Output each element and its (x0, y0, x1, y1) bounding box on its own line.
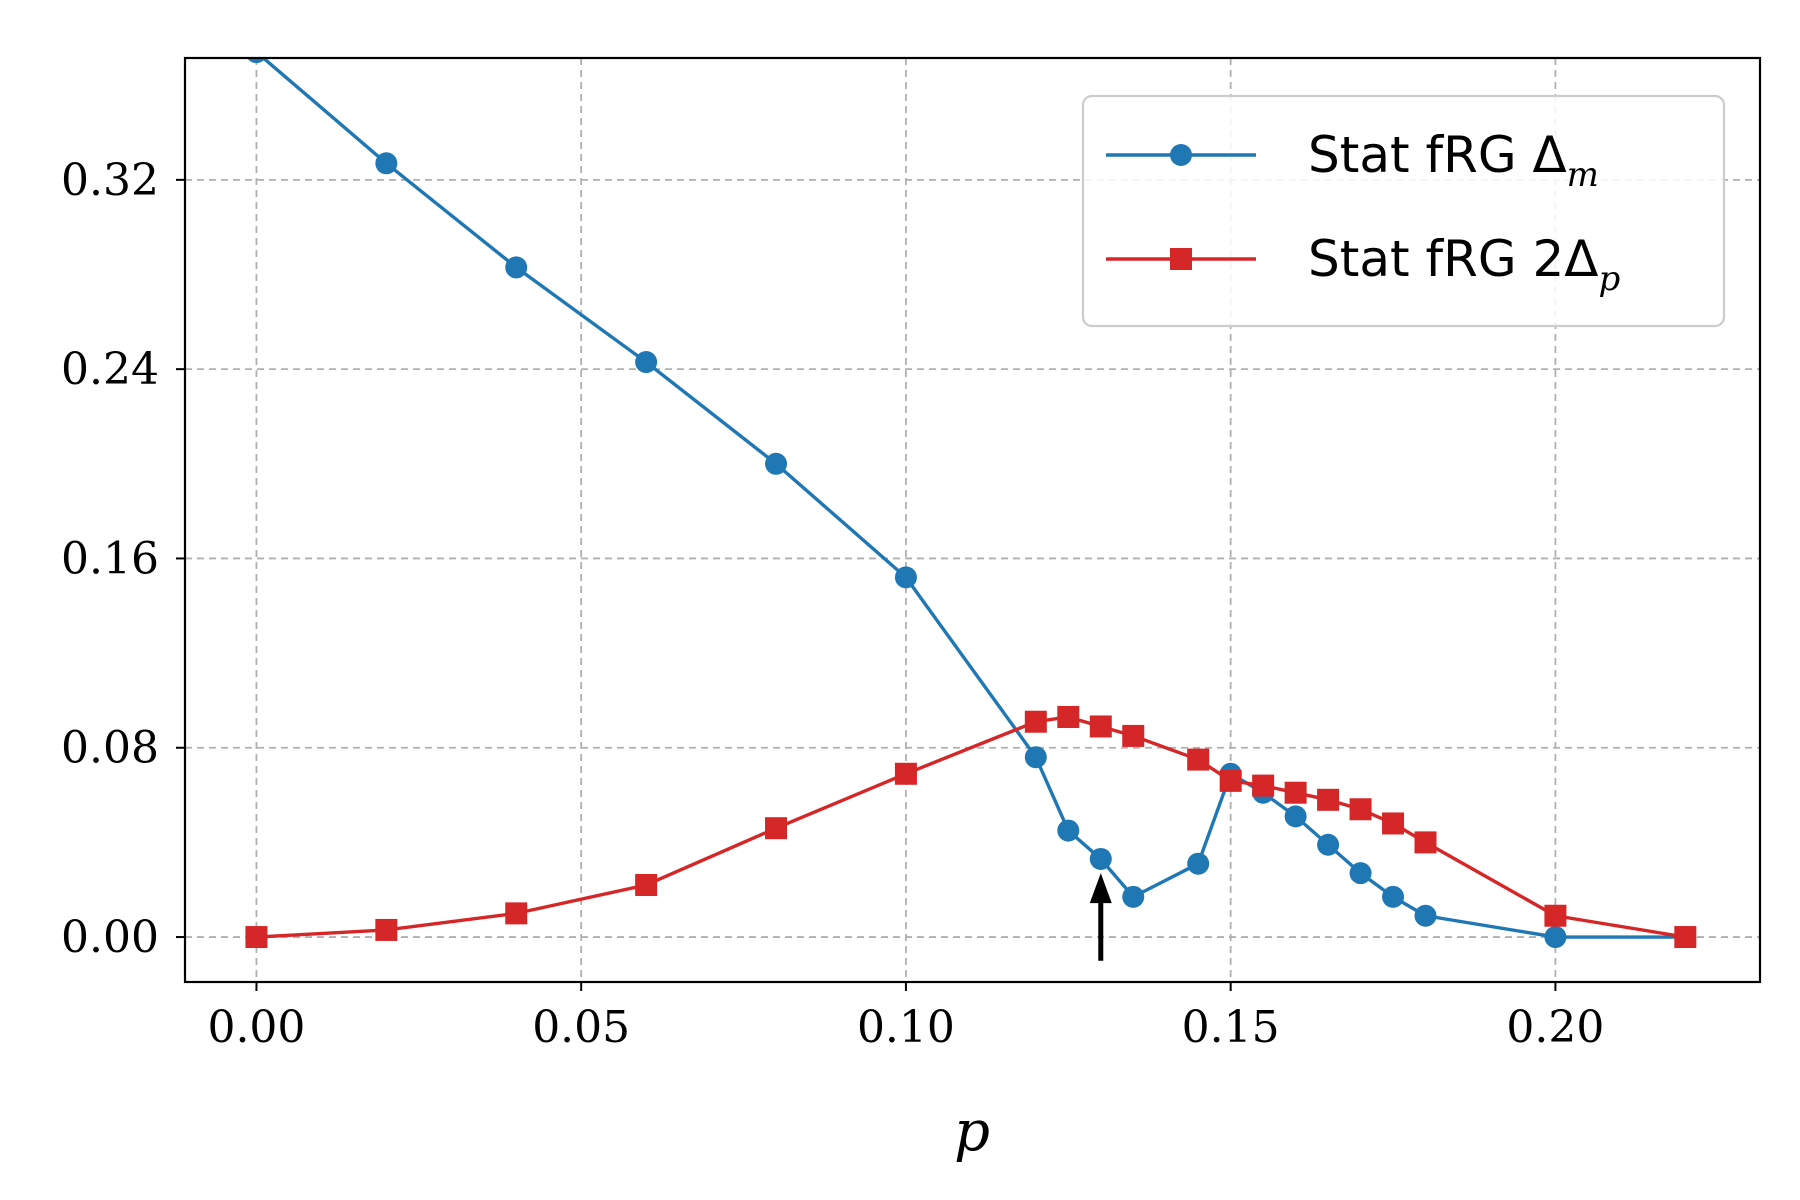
data-point (1252, 774, 1275, 797)
legend-marker (1170, 144, 1192, 166)
data-point (1349, 798, 1372, 821)
legend-item: Stat fRG Δm (1106, 126, 1599, 195)
plot-frame (183, 56, 1762, 984)
data-point (245, 926, 268, 949)
data-point (1317, 788, 1340, 811)
legend: Stat fRG Δm Stat fRG 2Δp (1081, 94, 1726, 328)
data-point (1219, 769, 1242, 792)
data-point (375, 918, 398, 941)
data-point (1349, 862, 1372, 885)
x-tick-label: 0.20 (1506, 1002, 1604, 1053)
x-tick-label: 0.10 (857, 1002, 955, 1053)
y-tick-label: 0.32 (61, 155, 159, 206)
series-2 (245, 705, 1697, 949)
legend-item: Stat fRG 2Δp (1106, 230, 1620, 299)
x-axis-label: p (954, 1099, 990, 1164)
series-1 (247, 58, 1697, 949)
data-point (1057, 819, 1080, 842)
data-point (1284, 805, 1307, 828)
data-point (1187, 852, 1210, 875)
data-point (635, 351, 658, 374)
series-layer (245, 58, 1697, 949)
data-point (1122, 724, 1145, 747)
annotations (1089, 873, 1112, 961)
y-tick-label: 0.24 (61, 344, 159, 395)
data-point (1024, 746, 1047, 769)
data-point (1057, 705, 1080, 728)
ticks: 0.00 0.05 0.10 0.15 0.20 0.00 0.08 0.16 0.24 0.32 (61, 155, 1604, 1053)
data-point (1122, 885, 1145, 908)
data-point (1089, 715, 1112, 738)
data-point (1382, 812, 1405, 835)
data-point (1414, 904, 1437, 927)
data-point (1544, 926, 1567, 949)
data-point (505, 902, 528, 925)
data-point (765, 452, 788, 475)
data-point (1089, 847, 1112, 870)
data-point (1187, 748, 1210, 771)
y-tick-label: 0.16 (61, 533, 159, 584)
data-point (1674, 926, 1697, 949)
data-point (1284, 781, 1307, 804)
y-tick-label: 0.08 (61, 723, 159, 774)
data-point (894, 762, 917, 785)
data-point (894, 566, 917, 589)
data-point (505, 256, 528, 279)
data-point (1024, 710, 1047, 733)
data-point (765, 817, 788, 840)
arrow-head (1089, 873, 1112, 904)
x-tick-label: 0.15 (1182, 1002, 1280, 1053)
legend-marker (1170, 248, 1192, 270)
data-point (1544, 904, 1567, 927)
x-tick-label: 0.00 (207, 1002, 305, 1053)
legend-label: Stat fRG Δm (1308, 126, 1599, 195)
data-point (1382, 885, 1405, 908)
legend-label: Stat fRG 2Δp (1308, 230, 1620, 299)
x-tick-label: 0.05 (532, 1002, 630, 1053)
data-point (375, 152, 398, 175)
data-point (1317, 833, 1340, 856)
data-point (247, 58, 266, 64)
data-point (1414, 831, 1437, 854)
data-point (635, 873, 658, 896)
y-tick-label: 0.00 (61, 912, 159, 963)
